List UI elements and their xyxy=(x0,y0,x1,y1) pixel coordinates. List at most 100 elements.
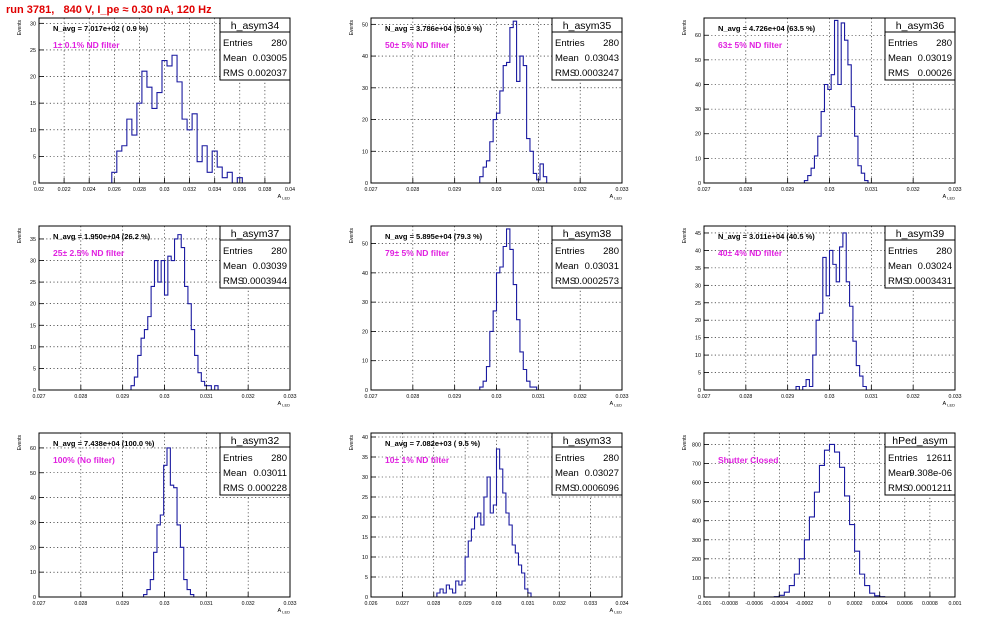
filter-note: Shutter Closed xyxy=(718,455,778,465)
x-tick-label: 0.029 xyxy=(459,601,472,607)
y-tick-label: 30 xyxy=(362,86,368,92)
y-tick-label: 25 xyxy=(362,495,368,501)
stat-value: 0.000228 xyxy=(247,483,287,494)
y-tick-label: 20 xyxy=(695,318,701,324)
y-tick-label: 0 xyxy=(365,388,368,394)
stats-box xyxy=(551,432,623,496)
x-tick-label: 0.032 xyxy=(553,601,566,607)
x-tick-label: 0.027 xyxy=(365,394,378,400)
y-tick-label: 300 xyxy=(692,538,701,544)
navg-label: N_avg = 7.082e+03 ( 9.5 %) xyxy=(385,439,481,448)
stat-label: RMS xyxy=(555,68,576,79)
stat-value: 0.03027 xyxy=(585,468,619,479)
stats-box xyxy=(219,432,291,496)
x-axis-title: ALED xyxy=(610,608,623,615)
x-tick-label: 0.031 xyxy=(532,187,545,193)
x-tick-label: 0.034 xyxy=(208,187,221,193)
y-tick-label: 60 xyxy=(695,33,701,39)
x-tick-label: 0.032 xyxy=(183,187,196,193)
y-tick-label: 800 xyxy=(692,442,701,448)
y-tick-label: 30 xyxy=(695,107,701,113)
y-tick-label: 35 xyxy=(695,266,701,272)
stat-value: 0.03031 xyxy=(585,261,619,272)
stat-label: RMS xyxy=(888,276,909,287)
stat-value: 0.03011 xyxy=(253,468,287,479)
stat-label: Entries xyxy=(555,38,585,49)
y-tick-label: 30 xyxy=(362,300,368,306)
x-tick-label: 0.024 xyxy=(83,187,96,193)
y-tick-label: 20 xyxy=(695,132,701,138)
x-axis-title: ALED xyxy=(278,194,291,201)
y-tick-label: 15 xyxy=(30,323,36,329)
y-axis-title: Events xyxy=(682,435,688,451)
x-tick-label: -0.0008 xyxy=(720,601,738,607)
y-tick-label: 15 xyxy=(362,535,368,541)
histogram-name: h_asym34 xyxy=(231,20,280,32)
y-tick-label: 15 xyxy=(30,101,36,107)
y-tick-label: 10 xyxy=(362,555,368,561)
y-tick-label: 5 xyxy=(365,575,368,581)
y-tick-label: 0 xyxy=(698,388,701,394)
x-tick-label: 0.031 xyxy=(521,601,534,607)
stat-value: 9.308e-06 xyxy=(909,468,952,479)
histogram-panel: 0.026 0.027 0.028 0.029 0.03 0.031 0.032 0.033 0… xyxy=(349,432,629,615)
x-tick-label: 0.033 xyxy=(949,187,962,193)
x-tick-label: 0.028 xyxy=(406,187,419,193)
navg-label: N_avg = 1.950e+04 (26.2 %) xyxy=(53,232,151,241)
navg-label: N_avg = 7.438e+04 (100.0 %) xyxy=(53,439,155,448)
stat-value: 280 xyxy=(936,38,952,49)
x-tick-label: 0.031 xyxy=(865,187,878,193)
navg-label: N_avg = 5.895e+04 (79.3 %) xyxy=(385,232,483,241)
x-tick-label: 0.029 xyxy=(448,187,461,193)
histogram-panel: 0.027 0.028 0.029 0.03 0.031 0.032 0.033 0 10 20 3… xyxy=(17,432,297,615)
y-tick-label: 500 xyxy=(692,500,701,506)
stat-label: Mean xyxy=(888,261,912,272)
x-tick-label: 0.032 xyxy=(242,601,255,607)
stat-value: 280 xyxy=(936,246,952,257)
x-tick-label: 0.028 xyxy=(739,394,752,400)
y-tick-label: 30 xyxy=(362,475,368,481)
x-tick-label: 0.03 xyxy=(159,601,169,607)
stats-box xyxy=(551,225,623,289)
x-tick-label: 0.038 xyxy=(258,187,271,193)
x-tick-label: 0.027 xyxy=(698,394,711,400)
y-tick-label: 10 xyxy=(30,128,36,134)
y-tick-label: 30 xyxy=(30,259,36,265)
filter-note: 40± 4% ND filter xyxy=(718,248,783,258)
x-tick-label: 0.028 xyxy=(133,187,146,193)
histogram-panel: 0.027 0.028 0.029 0.03 0.031 0.032 0.033 0 10 20 3… xyxy=(349,17,629,201)
y-tick-label: 0 xyxy=(365,181,368,187)
y-tick-label: 40 xyxy=(695,82,701,88)
x-tick-label: 0.032 xyxy=(907,187,920,193)
y-tick-label: 5 xyxy=(33,366,36,372)
histogram-outline xyxy=(130,234,219,391)
stat-label: RMS xyxy=(888,483,909,494)
y-axis-title: Events xyxy=(349,435,355,451)
y-axis-title: Events xyxy=(349,20,355,36)
x-tick-label: 0.029 xyxy=(781,394,794,400)
stats-box xyxy=(884,432,956,496)
histogram-panel: 0.027 0.028 0.029 0.03 0.031 0.032 0.033 0 10 20 3… xyxy=(349,225,629,408)
x-tick-label: 0.03 xyxy=(491,187,501,193)
x-tick-label: 0.033 xyxy=(616,394,629,400)
x-tick-label: 0.03 xyxy=(491,601,501,607)
histogram-name: h_asym35 xyxy=(563,20,612,32)
y-axis-title: Events xyxy=(349,228,355,244)
x-axis-title: ALED xyxy=(943,194,956,201)
y-tick-label: 40 xyxy=(362,435,368,441)
filter-note: 10± 1% ND filter xyxy=(385,455,450,465)
histogram-outline xyxy=(111,54,243,184)
y-tick-label: 50 xyxy=(695,58,701,64)
navg-label: N_avg = 7.017e+02 ( 0.9 %) xyxy=(53,24,149,33)
stat-label: Mean xyxy=(555,261,579,272)
y-tick-label: 20 xyxy=(362,118,368,124)
histogram-name: h_asym39 xyxy=(896,228,945,240)
stat-label: Mean xyxy=(888,468,912,479)
x-tick-label: 0.001 xyxy=(949,601,962,607)
x-tick-label: 0.036 xyxy=(233,187,246,193)
x-tick-label: 0.031 xyxy=(865,394,878,400)
y-tick-label: 700 xyxy=(692,462,701,468)
stat-label: RMS xyxy=(223,68,244,79)
stat-label: RMS xyxy=(555,483,576,494)
